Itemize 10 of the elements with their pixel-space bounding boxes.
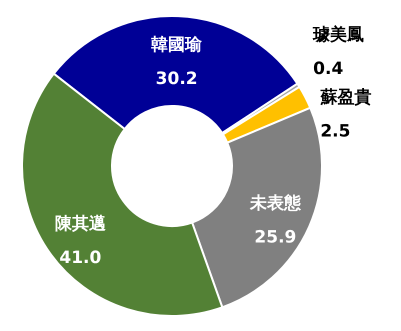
slice-label: 陳其邁 (54, 214, 106, 234)
data-label: 30.2 (156, 69, 198, 90)
slice-label: 韓國瑜 (151, 35, 204, 56)
data-label: 2.5 (320, 121, 350, 142)
slice-label: 未表態 (248, 194, 302, 214)
slice-label: 璩美鳳 (312, 24, 364, 45)
data-label: 41.0 (59, 248, 102, 268)
data-label: 0.4 (313, 58, 344, 79)
data-label: 25.9 (254, 228, 296, 248)
slice-label: 蘇盈貴 (319, 87, 372, 108)
